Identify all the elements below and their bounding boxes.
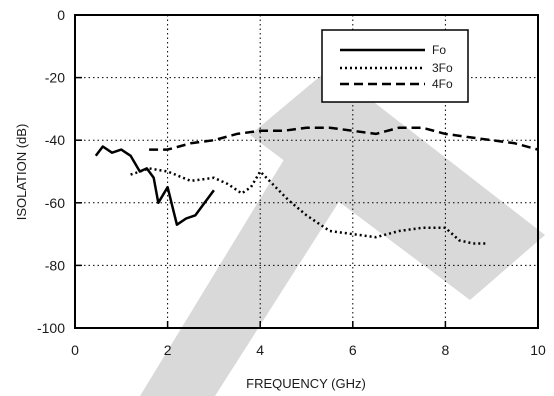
- x-tick-label: 0: [71, 342, 79, 358]
- legend-label-3fo: 3Fo: [432, 61, 453, 75]
- legend: Fo 3Fo 4Fo: [321, 29, 469, 103]
- x-tick-label: 4: [256, 342, 264, 358]
- y-axis-title: ISOLATION (dB): [14, 124, 29, 221]
- series-layer: [94, 126, 539, 245]
- y-tick-label: 0: [57, 7, 65, 23]
- y-tick-label: -40: [45, 132, 65, 148]
- y-tick-label: -60: [45, 195, 65, 211]
- x-tick-label: 8: [442, 342, 450, 358]
- y-tick-label: -20: [45, 70, 65, 86]
- y-tick-label: -100: [37, 320, 65, 336]
- legend-label-4fo: 4Fo: [432, 77, 453, 91]
- legend-label-fo: Fo: [432, 43, 446, 57]
- x-tick-label: 10: [530, 342, 546, 358]
- x-tick-label: 2: [164, 342, 172, 358]
- grid-lines: [75, 15, 538, 328]
- y-tick-label: -80: [45, 257, 65, 273]
- legend-box: [321, 29, 469, 103]
- watermark-te: [140, 68, 545, 396]
- x-axis-ticks: 0 2 4 6 8 10: [71, 321, 546, 358]
- series-line-3fo: [130, 167, 488, 245]
- plot-frame: [74, 14, 539, 329]
- watermark-e-bar-top: [250, 68, 545, 300]
- series-line-4fo: [149, 126, 539, 151]
- y-axis-ticks: 0 -20 -40 -60 -80 -100: [37, 7, 82, 336]
- x-axis-title: FREQUENCY (GHz): [246, 376, 366, 391]
- series-line-fo: [94, 145, 215, 226]
- x-tick-label: 6: [349, 342, 357, 358]
